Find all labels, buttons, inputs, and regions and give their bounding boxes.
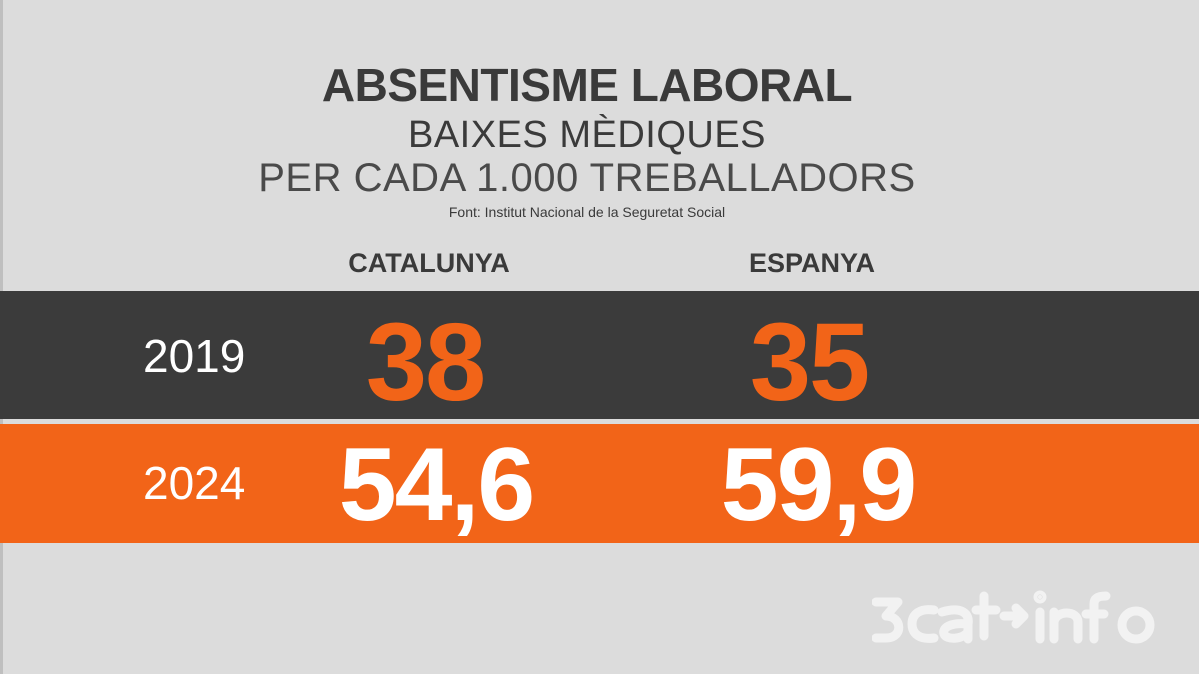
value-catalunya-2024: 54,6 [338,427,535,543]
row-year-2019: 2019 [143,330,246,382]
table-row-2019: 2019 38 35 [0,291,1199,424]
source-note: Font: Institut Nacional de la Seguretat … [448,204,726,220]
chart-subtitle: BAIXES MÈDIQUES [407,114,767,156]
column-header-espanya: ESPANYA [748,248,876,278]
row-year-2024: 2024 [143,457,246,509]
chart-subtitle-units: PER CADA 1.000 TREBALLADORS [258,156,916,200]
chart-title: ABSENTISME LABORAL [321,59,853,111]
3cat-info-logo [872,590,1155,644]
table-row-2024: 2024 54,6 59,9 [0,424,1199,543]
value-catalunya-2019: 38 [365,301,486,424]
value-espanya-2019: 35 [749,301,870,424]
value-espanya-2024: 59,9 [720,427,917,543]
column-header-catalunya: CATALUNYA [348,248,510,278]
